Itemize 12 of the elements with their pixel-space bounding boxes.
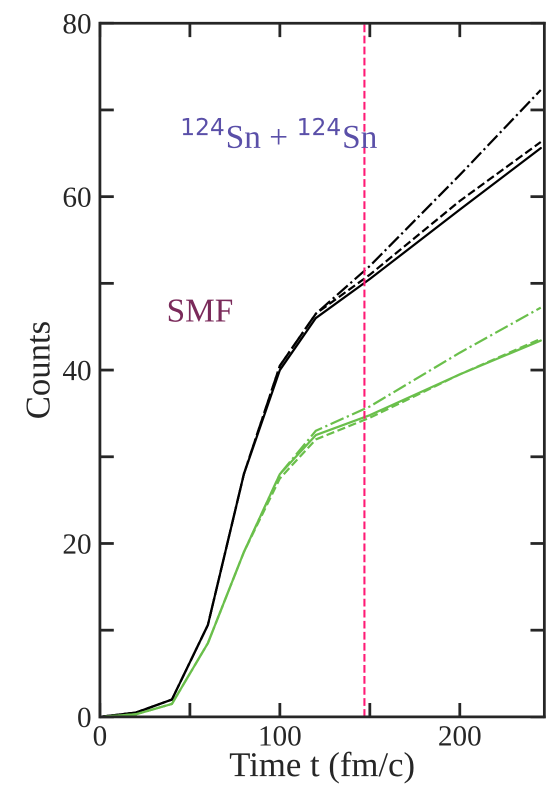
annotation: SMF [168,299,232,322]
y-tick-label: 80 [64,14,90,34]
x-tick-label: 200 [439,726,481,746]
x-tick-label: 0 [94,726,106,746]
x-axis-title: Time t (fm/c) [230,752,414,784]
y-tick-label: 0 [78,708,90,728]
y-tick-label: 20 [64,534,90,554]
x-tick-label: 100 [260,726,301,746]
y-tick-label: 60 [64,187,90,208]
y-axis-title: Counts [26,322,50,418]
y-tick-label: 40 [62,360,90,380]
annotation: $^{124}$Sn + $^{124}$Sn [182,118,377,148]
